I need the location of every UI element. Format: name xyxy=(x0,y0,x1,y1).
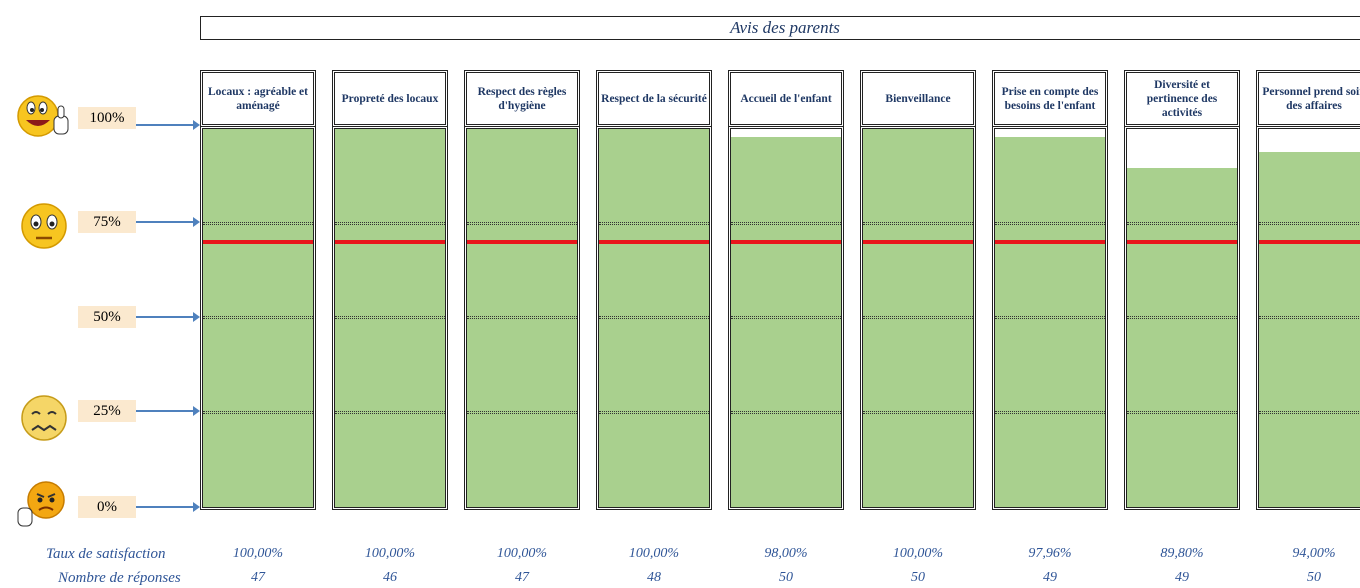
reference-line xyxy=(995,240,1105,245)
satisfaction-value: 100,00% xyxy=(892,546,944,561)
response-count: 50 xyxy=(911,570,925,585)
gridline-75 xyxy=(731,221,841,225)
gridline-75 xyxy=(203,221,313,225)
bar-track xyxy=(1256,126,1360,510)
category-label: Respect des règles d'hygiène xyxy=(464,70,580,127)
reference-line xyxy=(203,240,313,245)
gridline-75 xyxy=(335,221,445,225)
gridline-75 xyxy=(863,221,973,225)
gridline-50 xyxy=(335,316,445,319)
gridline-75 xyxy=(467,221,577,225)
y-tick-25: 25% xyxy=(78,400,136,422)
bar xyxy=(731,136,841,507)
gridline-75 xyxy=(1127,221,1237,225)
gridline-25 xyxy=(335,410,445,414)
bar-track xyxy=(332,126,448,510)
y-tick-100: 100% xyxy=(78,107,136,129)
reference-line xyxy=(599,240,709,245)
gridline-25 xyxy=(1259,410,1360,414)
gridline-25 xyxy=(467,410,577,414)
gridline-25 xyxy=(599,410,709,414)
reference-line xyxy=(731,240,841,245)
response-count: 49 xyxy=(1043,570,1057,585)
bar xyxy=(995,136,1105,507)
gridline-25 xyxy=(731,410,841,414)
response-count: 47 xyxy=(515,570,529,585)
gridline-50 xyxy=(467,316,577,319)
satisfaction-value: 94,00% xyxy=(1292,546,1336,561)
category-label: Bienveillance xyxy=(860,70,976,127)
satisfaction-value: 89,80% xyxy=(1160,546,1204,561)
bar-track xyxy=(992,126,1108,510)
category-label: Prise en compte des besoins de l'enfant xyxy=(992,70,1108,127)
satisfaction-row-label: Taux de satisfaction xyxy=(46,546,166,562)
satisfaction-value: 97,96% xyxy=(1028,546,1072,561)
category-label: Respect de la sécurité xyxy=(596,70,712,127)
reference-line xyxy=(467,240,577,245)
response-count: 50 xyxy=(779,570,793,585)
gridline-25 xyxy=(1127,410,1237,414)
satisfaction-value: 100,00% xyxy=(628,546,680,561)
category-label: Locaux : agréable et aménagé xyxy=(200,70,316,127)
response-count: 50 xyxy=(1307,570,1321,585)
worried-smiley-icon xyxy=(21,203,67,249)
gridline-75 xyxy=(995,221,1105,225)
bar-track xyxy=(728,126,844,510)
category-label: Diversité et pertinence des activités xyxy=(1124,70,1240,127)
gridline-50 xyxy=(995,316,1105,319)
y-tick-0: 0% xyxy=(78,496,136,518)
gridline-50 xyxy=(863,316,973,319)
category-label: Propreté des locaux xyxy=(332,70,448,127)
bar-track xyxy=(1124,126,1240,510)
arrow-50 xyxy=(136,312,200,322)
gridline-50 xyxy=(203,316,313,319)
reference-line xyxy=(335,240,445,245)
bar-track xyxy=(860,126,976,510)
gridline-50 xyxy=(731,316,841,319)
responses-row-label: Nombre de réponses xyxy=(58,570,181,586)
bar xyxy=(1127,167,1237,507)
gridline-25 xyxy=(863,410,973,414)
laughing-thumbs-up-smiley-icon xyxy=(17,95,69,137)
category-label: Personnel prend soin des affaires xyxy=(1256,70,1360,127)
reference-line xyxy=(1259,240,1360,245)
bar-track xyxy=(596,126,712,510)
arrow-100 xyxy=(136,120,200,130)
satisfaction-value: 100,00% xyxy=(364,546,416,561)
gridline-25 xyxy=(995,410,1105,414)
category-label: Accueil de l'enfant xyxy=(728,70,844,127)
response-count: 47 xyxy=(251,570,265,585)
gridline-50 xyxy=(1259,316,1360,319)
arrow-0 xyxy=(136,502,200,512)
anxious-smiley-icon xyxy=(21,395,67,441)
response-count: 48 xyxy=(647,570,661,585)
gridline-75 xyxy=(1259,221,1360,225)
satisfaction-value: 100,00% xyxy=(232,546,284,561)
y-tick-50: 50% xyxy=(78,306,136,328)
bar-track xyxy=(464,126,580,510)
gridline-50 xyxy=(1127,316,1237,319)
satisfaction-value: 100,00% xyxy=(496,546,548,561)
gridline-75 xyxy=(599,221,709,225)
bar-track xyxy=(200,126,316,510)
gridline-25 xyxy=(203,410,313,414)
gridline-50 xyxy=(599,316,709,319)
satisfaction-value: 98,00% xyxy=(764,546,808,561)
response-count: 46 xyxy=(383,570,397,585)
reference-line xyxy=(863,240,973,245)
arrow-25 xyxy=(136,406,200,416)
chart-title: Avis des parents xyxy=(200,16,1360,40)
response-count: 49 xyxy=(1175,570,1189,585)
angry-thumbs-down-smiley-icon xyxy=(17,481,65,527)
bar xyxy=(1259,151,1360,507)
y-tick-75: 75% xyxy=(78,211,136,233)
reference-line xyxy=(1127,240,1237,245)
arrow-75 xyxy=(136,217,200,227)
